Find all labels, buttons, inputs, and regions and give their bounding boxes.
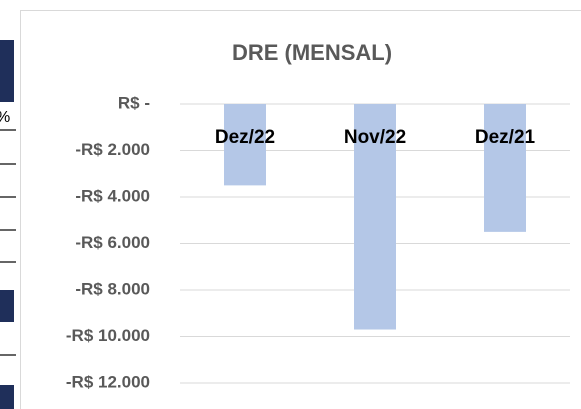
- y-tick-label: -R$ 2.000: [75, 140, 150, 159]
- table-lines: [0, 129, 16, 356]
- bar: [484, 104, 526, 232]
- x-tick-label: Dez/21: [475, 127, 536, 148]
- y-tick-label: -R$ 4.000: [75, 186, 150, 205]
- table-cell: [0, 290, 14, 322]
- x-tick-label: Nov/22: [344, 127, 406, 148]
- y-tick-label: -R$ 8.000: [75, 279, 150, 298]
- bar: [354, 104, 396, 330]
- chart-title: DRE (MENSAL): [232, 40, 392, 65]
- x-tick-label: Dez/22: [215, 127, 275, 148]
- y-tick-label: -R$ 6.000: [75, 233, 150, 252]
- y-tick-label: R$ -: [118, 93, 150, 112]
- y-tick-label: -R$ 10.000: [66, 326, 150, 345]
- y-tick-label: -R$ 12.000: [66, 372, 150, 391]
- table-header-cell: [0, 40, 14, 102]
- bar: [224, 104, 266, 186]
- table-cell: [0, 385, 14, 409]
- table-text: %: [0, 109, 10, 126]
